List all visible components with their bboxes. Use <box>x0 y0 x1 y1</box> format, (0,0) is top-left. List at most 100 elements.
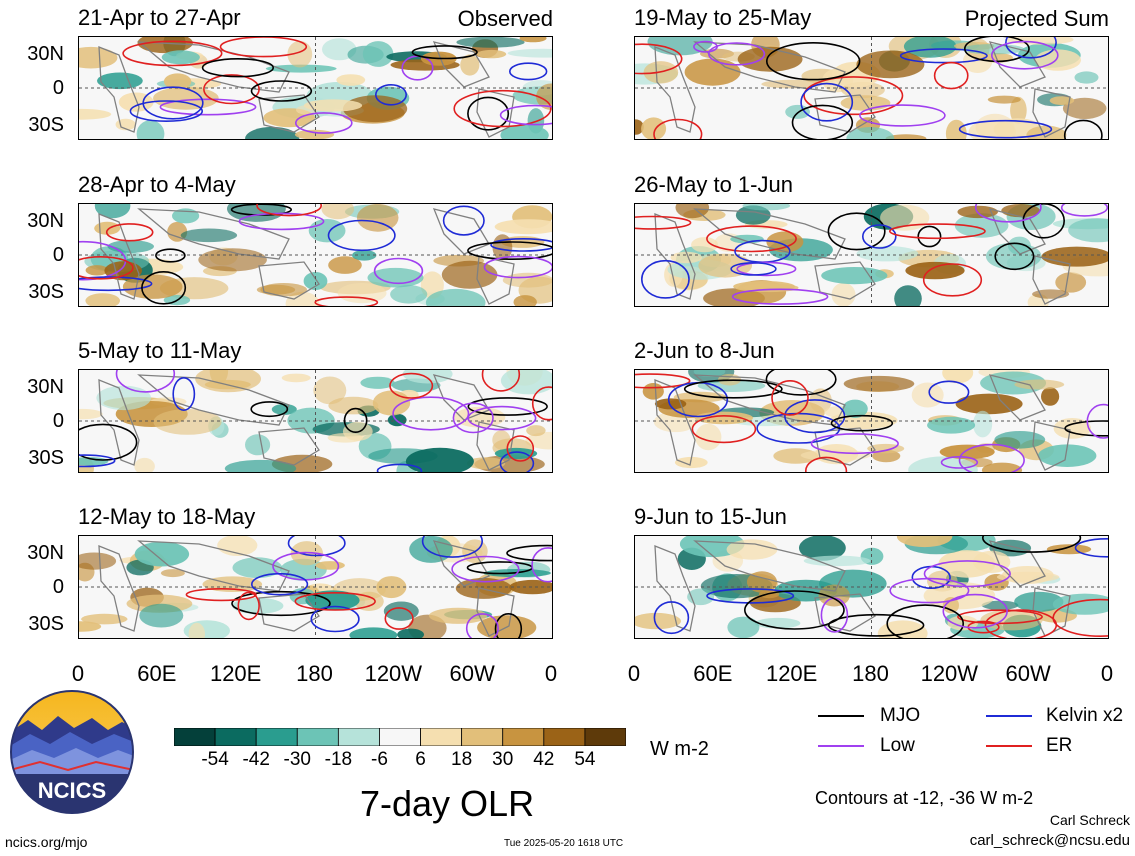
colorbar-swatch <box>420 728 463 746</box>
legend-label-mjo: MJO <box>880 705 921 726</box>
olr-map <box>78 36 553 140</box>
olr-anomaly-patch <box>694 411 753 425</box>
olr-anomaly-patch <box>896 536 953 548</box>
coastline <box>476 587 515 637</box>
wave-contour <box>708 42 766 66</box>
olr-anomaly-patch <box>526 425 546 437</box>
wave-contour <box>373 257 424 285</box>
coastline <box>258 593 320 632</box>
olr-anomaly-patch <box>727 616 760 638</box>
olr-anomaly-patch <box>654 398 687 410</box>
olr-anomaly-patch <box>209 370 229 385</box>
panel-title: 9-Jun to 15-Jun <box>634 504 787 529</box>
colorbar-tick-label: -54 <box>201 749 229 770</box>
olr-anomaly-patch <box>885 134 927 139</box>
wave-contour <box>791 104 854 139</box>
logo-text: NCICS <box>38 778 106 803</box>
wave-contour <box>421 536 483 558</box>
olr-anomaly-patch <box>846 127 895 139</box>
olr-anomaly-patch <box>1010 96 1027 124</box>
olr-map <box>634 369 1109 473</box>
author-email[interactable]: carl_schreck@ncsu.edu <box>969 832 1130 849</box>
y-tick-label: 30S <box>28 281 64 304</box>
wave-contour <box>494 613 523 638</box>
olr-anomaly-patch <box>367 267 424 288</box>
wave-contour <box>237 591 260 621</box>
wave-contour <box>79 454 116 468</box>
y-tick-label: 30N <box>27 375 64 398</box>
panel-title: 21-Apr to 27-Apr <box>78 5 241 30</box>
x-tick-label: 0 <box>1100 661 1114 686</box>
panel-title: 2-Jun to 8-Jun <box>634 338 775 363</box>
colorbar-swatch <box>502 728 545 746</box>
wave-contour <box>343 407 368 434</box>
olr-anomaly-patch <box>635 612 681 630</box>
olr-anomaly-patch <box>79 552 117 570</box>
olr-anomaly-patch <box>232 597 284 614</box>
coastline <box>1032 587 1071 637</box>
olr-anomaly-patch <box>1041 387 1060 406</box>
olr-anomaly-patch <box>161 50 200 65</box>
olr-anomaly-patch <box>96 385 151 411</box>
coastline <box>98 46 140 133</box>
wave-contour <box>122 40 223 67</box>
colorbar-tick-label: 30 <box>492 749 514 770</box>
wave-contour <box>859 104 946 127</box>
wave-contour <box>203 74 260 105</box>
olr-anomaly-patch <box>500 124 549 139</box>
olr-anomaly-patch <box>799 536 846 561</box>
y-tick-label: 30S <box>28 613 64 636</box>
wave-contour <box>800 82 854 122</box>
olr-anomaly-patch <box>911 382 944 408</box>
olr-anomaly-patch <box>641 117 667 139</box>
olr-anomaly-patch <box>232 557 283 579</box>
x-tick-label: 120E <box>209 661 262 686</box>
wave-contour <box>79 276 153 292</box>
olr-anomaly-patch <box>684 58 741 86</box>
coastline <box>258 94 320 133</box>
wave-contour <box>933 61 969 90</box>
wave-contour <box>411 45 478 60</box>
olr-anomaly-patch <box>343 95 408 123</box>
y-tick-label: 30N <box>27 209 64 232</box>
wave-contour <box>483 255 552 279</box>
olr-anomaly-patch <box>354 591 384 611</box>
olr-anomaly-patch <box>107 240 154 253</box>
panel-title: 26-May to 1-Jun <box>634 172 793 197</box>
wave-contour <box>238 212 325 231</box>
legend-label-low: Low <box>880 735 915 756</box>
wave-contour <box>957 609 1043 625</box>
wave-contour <box>974 204 1042 223</box>
olr-anomaly-patch <box>903 37 957 58</box>
olr-anomaly-patch <box>494 447 538 460</box>
wave-contour <box>922 263 983 297</box>
x-tick-label: 180 <box>296 661 333 686</box>
wave-contour <box>803 76 904 116</box>
wave-contour <box>635 373 691 389</box>
olr-anomaly-patch <box>328 256 362 274</box>
x-tick-label: 0 <box>627 661 641 686</box>
olr-anomaly-patch <box>79 46 118 69</box>
wave-contour <box>1086 403 1108 439</box>
wave-contour <box>294 592 376 611</box>
colorbar-swatch <box>461 728 504 746</box>
olr-anomaly-patch <box>281 373 311 383</box>
x-tick-label: 180 <box>852 661 889 686</box>
wave-contour <box>250 401 289 418</box>
wave-contour <box>256 204 322 217</box>
x-tick-label: 60E <box>693 661 733 686</box>
olr-anomaly-patch <box>476 49 507 59</box>
olr-anomaly-patch <box>1052 593 1108 615</box>
wave-contour <box>958 119 1053 139</box>
coastline <box>432 374 490 421</box>
wave-contour <box>442 205 485 236</box>
olr-anomaly-patch <box>1074 71 1099 84</box>
olr-anomaly-patch <box>905 261 965 280</box>
olr-anomaly-patch <box>987 95 1021 104</box>
olr-map <box>78 203 553 307</box>
olr-anomaly-patch <box>821 267 888 285</box>
wave-contour <box>231 590 331 617</box>
wave-contour <box>635 43 683 75</box>
y-tick-label: 30S <box>28 447 64 470</box>
site-url[interactable]: ncics.org/mjo <box>5 834 88 850</box>
